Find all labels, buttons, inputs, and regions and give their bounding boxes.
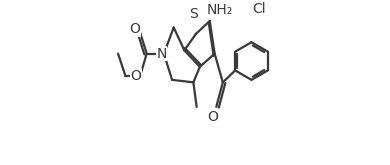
Text: O: O bbox=[131, 69, 142, 83]
Text: N: N bbox=[156, 47, 167, 61]
Text: Cl: Cl bbox=[252, 2, 266, 16]
Text: O: O bbox=[129, 22, 140, 36]
Text: S: S bbox=[189, 7, 198, 21]
Text: O: O bbox=[207, 110, 218, 124]
Text: NH₂: NH₂ bbox=[206, 3, 233, 17]
